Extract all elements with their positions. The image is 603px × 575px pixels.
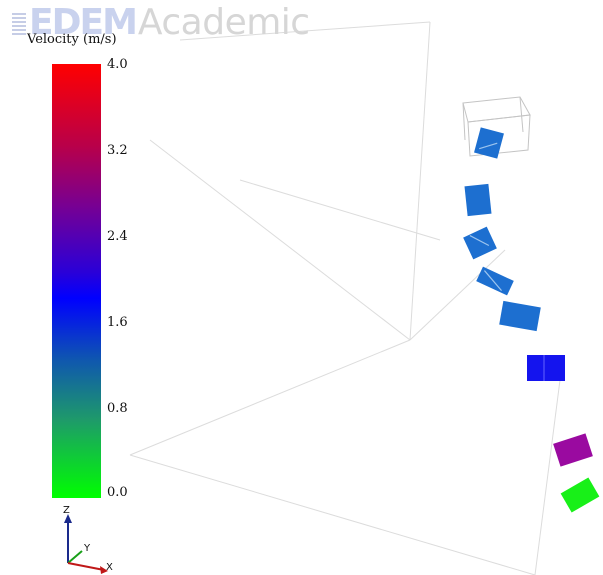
legend-tick-label: 2.4	[107, 229, 128, 244]
z-axis-label: Z	[63, 505, 70, 516]
legend-tick-label: 1.6	[107, 315, 128, 330]
legend-tick-label: 0.0	[107, 485, 128, 500]
domain-wireframe	[129, 21, 561, 575]
particle-group	[463, 127, 600, 513]
legend-title: Velocity (m/s)	[27, 32, 117, 47]
particle	[463, 226, 497, 260]
particle	[553, 433, 593, 467]
particle	[527, 355, 565, 381]
particle	[560, 477, 600, 513]
logo-hatch-mark	[12, 11, 26, 35]
legend-tick-label: 0.8	[107, 401, 128, 416]
logo-brand: EDEM	[29, 2, 138, 43]
logo-suffix: Academic	[137, 2, 310, 43]
legend-tick-label: 3.2	[107, 143, 128, 158]
edem-academic-logo: EDEM Academic	[12, 2, 310, 44]
particle	[476, 266, 514, 296]
y-axis-label: Y	[84, 543, 91, 554]
y-axis-line	[67, 550, 83, 564]
particle	[464, 183, 492, 217]
particle	[474, 127, 504, 159]
particle-insertion-box	[462, 96, 531, 157]
legend-tick-label: 4.0	[107, 57, 128, 72]
x-axis-label: X	[106, 562, 113, 573]
x-axis-line	[67, 562, 105, 571]
velocity-colorbar	[52, 64, 101, 498]
axis-triad	[64, 514, 108, 574]
particle	[499, 300, 541, 332]
